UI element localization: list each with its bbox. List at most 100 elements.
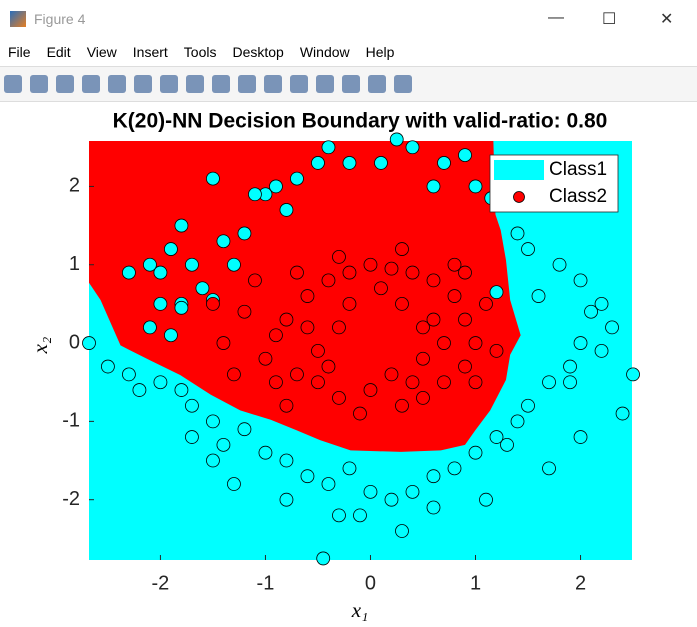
point	[290, 265, 304, 280]
minimize-button[interactable]: —	[548, 9, 564, 26]
maximize-button[interactable]: ☐	[602, 11, 617, 28]
point	[447, 461, 462, 476]
menu-item[interactable]: Help	[365, 44, 395, 60]
point	[227, 257, 241, 272]
point	[395, 242, 409, 256]
point	[426, 312, 441, 327]
point	[363, 484, 378, 499]
point	[269, 375, 283, 390]
link-button[interactable]	[290, 75, 308, 93]
zoom-out-button[interactable]	[160, 75, 178, 93]
point	[290, 171, 304, 186]
point	[227, 367, 241, 382]
menu-item[interactable]: File	[8, 44, 31, 60]
point	[122, 265, 136, 280]
select-button[interactable]	[108, 75, 126, 93]
point	[542, 461, 556, 476]
brush-button[interactable]	[264, 75, 282, 93]
point	[479, 492, 493, 507]
new-button[interactable]	[4, 75, 22, 93]
menu-item[interactable]: Desktop	[232, 44, 284, 60]
point	[426, 500, 441, 515]
hide-tools-button[interactable]	[368, 75, 386, 93]
show-tools-button[interactable]	[394, 75, 412, 93]
point	[216, 336, 231, 350]
point	[353, 406, 367, 421]
rotate-button[interactable]	[212, 75, 230, 93]
point	[458, 312, 472, 327]
point	[479, 297, 493, 311]
close-button[interactable]: ✕	[660, 11, 674, 28]
point	[279, 492, 294, 507]
point	[143, 320, 157, 335]
x-axis-label: x₁	[351, 598, 369, 622]
save-button[interactable]	[56, 75, 74, 93]
menu-item[interactable]: Edit	[46, 44, 71, 60]
point	[311, 343, 325, 358]
point	[374, 281, 388, 296]
point	[321, 140, 336, 155]
point	[248, 187, 262, 202]
menu-item[interactable]: Tools	[183, 44, 217, 60]
point	[206, 453, 220, 468]
point	[573, 336, 588, 350]
point	[363, 383, 378, 397]
point	[342, 156, 357, 170]
point	[374, 156, 388, 170]
legend-swatch	[494, 160, 544, 180]
point	[143, 257, 157, 272]
point	[510, 414, 525, 429]
colorbar-button[interactable]	[316, 75, 334, 93]
point	[153, 265, 168, 280]
point	[132, 383, 147, 397]
pan-button[interactable]	[186, 75, 204, 93]
point	[542, 375, 556, 390]
point	[458, 265, 472, 280]
point	[405, 484, 420, 499]
toolbar	[0, 66, 697, 102]
print-button[interactable]	[82, 75, 100, 93]
point	[405, 140, 420, 155]
point	[447, 289, 462, 303]
point	[269, 328, 283, 343]
point	[342, 461, 357, 476]
menu-item[interactable]: Window	[299, 44, 350, 60]
point	[573, 430, 588, 444]
point	[332, 320, 346, 335]
point	[321, 359, 336, 374]
point	[311, 156, 325, 170]
point	[573, 273, 588, 288]
point	[489, 285, 504, 300]
zoom-in-button[interactable]	[134, 75, 152, 93]
menu-item[interactable]: Insert	[132, 44, 168, 60]
point	[384, 492, 399, 507]
point	[626, 367, 640, 382]
point	[279, 312, 294, 327]
datatip-button[interactable]	[238, 75, 256, 93]
point	[426, 469, 441, 484]
point	[405, 375, 420, 390]
point	[489, 343, 504, 358]
point	[468, 336, 483, 350]
point	[237, 304, 252, 319]
menu-bar: File Edit View Insert Tools Desktop Window Help	[0, 38, 697, 66]
point	[279, 203, 294, 217]
point	[300, 289, 315, 303]
menu-item[interactable]: View	[86, 44, 117, 60]
legend-button[interactable]	[342, 75, 360, 93]
y-tick-label: 0	[69, 331, 80, 353]
point	[237, 226, 252, 241]
point	[521, 398, 535, 413]
point	[321, 477, 336, 491]
x-tick-label: -2	[152, 572, 170, 594]
point	[510, 226, 525, 241]
point	[216, 234, 231, 249]
point	[468, 445, 483, 460]
point	[395, 297, 409, 311]
point	[185, 398, 199, 413]
point	[363, 257, 378, 272]
point	[458, 359, 472, 374]
y-tick-label: -1	[62, 410, 80, 432]
open-button[interactable]	[30, 75, 48, 93]
